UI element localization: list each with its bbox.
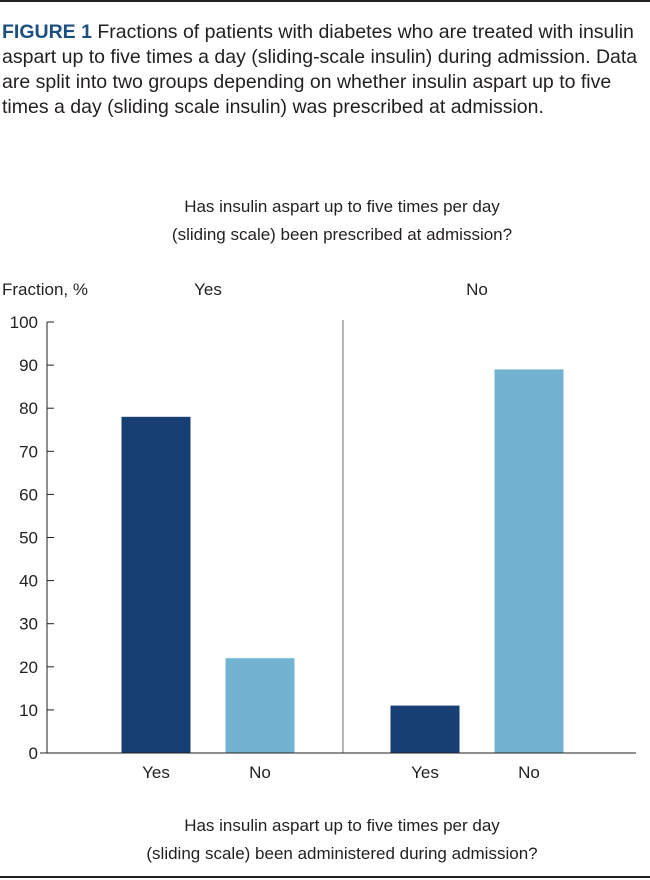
y-tick-label: 60 [19,485,38,504]
bar-no-yes [390,705,460,753]
bar-no-no [494,369,564,753]
y-tick-label: 100 [10,313,38,332]
group-label-no: No [466,280,488,299]
y-tick-label: 50 [19,529,38,548]
x-tick-label: Yes [411,763,439,782]
x-tick-label: No [249,763,271,782]
caption-label: FIGURE 1 [2,21,92,43]
bars [121,369,564,753]
bar-yes-yes [121,416,191,753]
x-axis-label-line-2: (sliding scale) been administered during… [146,844,537,863]
y-tick-label: 0 [29,744,38,763]
x-tick-label: Yes [142,763,170,782]
y-tick-label: 80 [19,399,38,418]
top-rule [0,0,650,2]
y-tick-label: 20 [19,658,38,677]
chart-title-line-1: Has insulin aspart up to five times per … [184,197,500,216]
group-label-yes: Yes [194,280,222,299]
y-tick-label: 40 [19,572,38,591]
y-tick-label: 10 [19,701,38,720]
figure-caption: FIGURE 1 Fractions of patients with diab… [2,20,642,120]
y-axis: 0 10 20 30 40 50 60 70 80 90 100 [10,313,54,763]
bottom-rule [0,876,650,878]
x-axis-label-line-1: Has insulin aspart up to five times per … [184,816,500,835]
chart-title-line-2: (sliding scale) been prescribed at admis… [172,225,512,244]
y-axis-label: Fraction, % [2,280,88,299]
y-tick-label: 70 [19,442,38,461]
caption-text: Fractions of patients with diabetes who … [2,21,638,118]
x-tick-labels: Yes No Yes No [142,763,540,782]
x-tick-label: No [518,763,540,782]
y-tick-label: 30 [19,615,38,634]
y-tick-label: 90 [19,356,38,375]
bar-yes-no [225,658,295,753]
